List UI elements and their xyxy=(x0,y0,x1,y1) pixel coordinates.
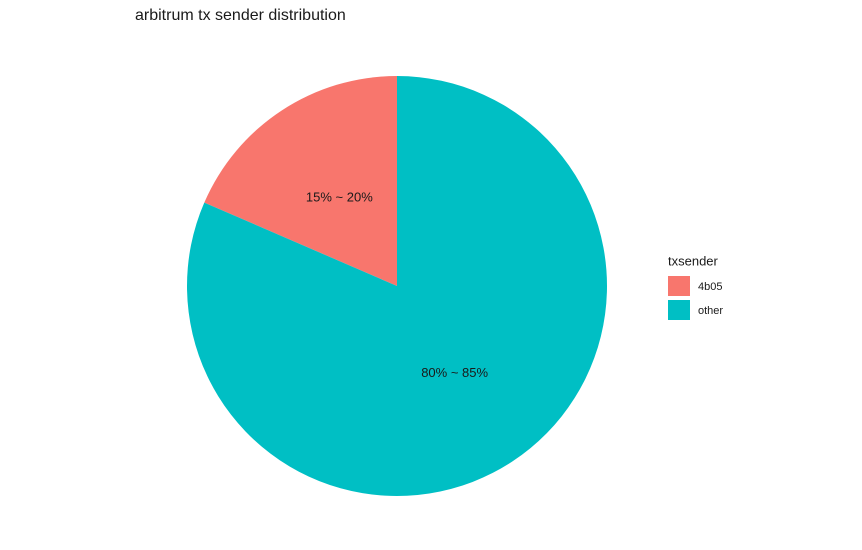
legend-label: 4b05 xyxy=(698,281,722,293)
pie-slice xyxy=(204,76,397,286)
legend-title: txsender xyxy=(668,253,719,268)
data-label: 15% ~ 20% xyxy=(306,190,373,205)
pie-slice xyxy=(187,76,608,497)
chart-title: arbitrum tx sender distribution xyxy=(135,7,346,24)
legend-label: other xyxy=(698,305,723,317)
legend-key xyxy=(668,276,690,296)
data-label: 80% ~ 85% xyxy=(421,365,488,380)
legend-key xyxy=(668,300,690,320)
